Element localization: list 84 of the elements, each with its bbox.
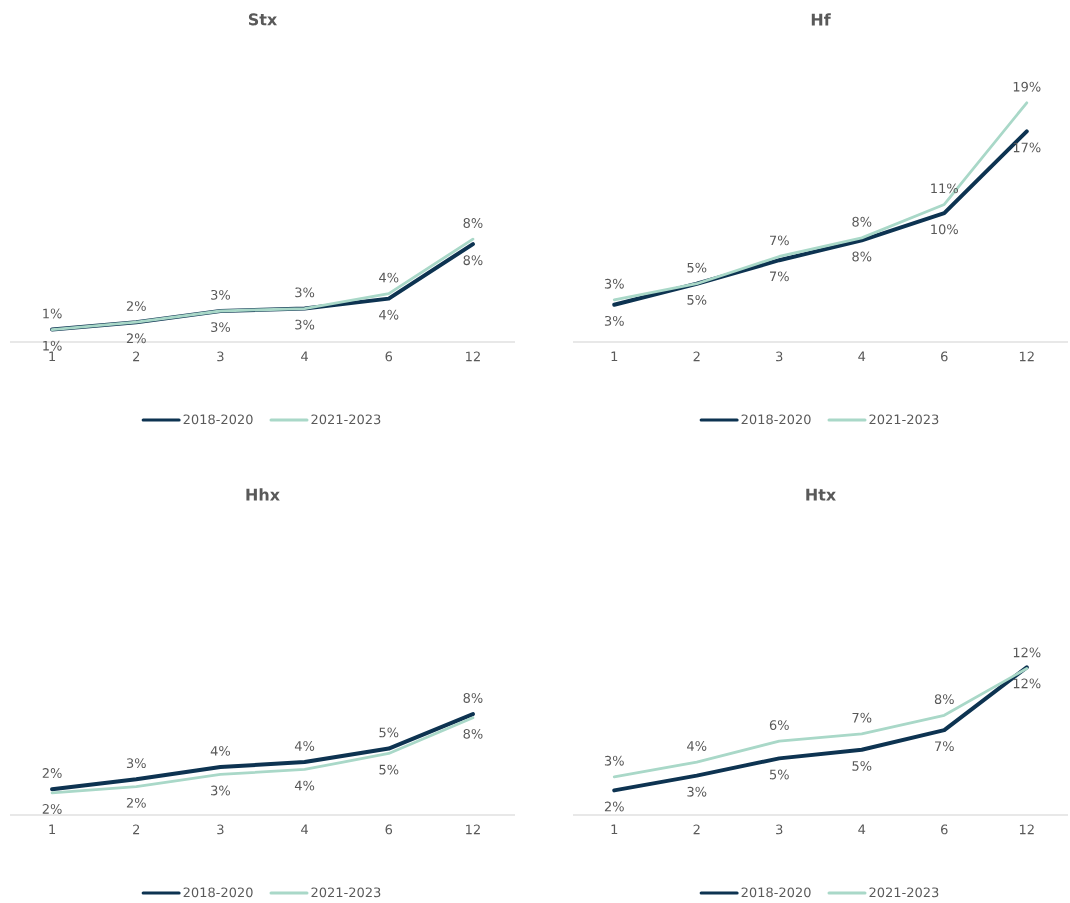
x-tick-label: 2 [693,824,700,835]
data-label: 8% [852,251,872,262]
data-label: 2% [126,301,146,312]
data-label: 8% [852,217,872,227]
x-tick-label: 4 [858,824,866,835]
data-label: 3% [295,319,315,330]
x-tick-label: 2 [133,824,140,835]
x-tick-label: 6 [941,351,948,362]
x-tick-label: 2 [693,351,700,362]
chart-title: Htx [806,489,836,501]
data-label: 4% [379,272,399,283]
x-tick-label: 3 [776,351,783,362]
data-label: 2% [604,801,624,812]
legend-label: 2018-2020 [183,414,253,425]
data-label: 5% [379,727,399,738]
data-label: 3% [604,279,624,289]
x-tick-label: 4 [858,351,866,362]
data-label: 8% [463,218,483,229]
data-label: 5% [852,761,872,772]
data-label: 19% [1013,82,1041,92]
legend-label: 2018-2020 [741,887,811,898]
data-label: 5% [687,262,707,273]
x-tick-label: 2 [133,351,140,362]
data-label: 2% [126,798,146,808]
data-label: 6% [769,720,789,731]
data-label: 8% [934,694,954,705]
data-label: 2% [42,768,62,779]
x-tick-label: 3 [776,824,783,835]
data-label: 5% [379,764,399,775]
data-label: 8% [463,255,483,266]
data-label: 7% [770,235,789,246]
x-tick-label: 6 [385,824,393,835]
x-tick-label: 3 [217,351,224,362]
data-label: 3% [604,756,624,766]
x-tick-label: 6 [385,351,393,362]
data-label: 4% [294,741,315,752]
data-label: 3% [687,787,707,797]
data-label: 7% [935,741,954,752]
x-tick-label: 12 [1019,351,1034,362]
data-label: 7% [852,712,872,723]
data-label: 12% [1013,647,1041,658]
data-label: 17% [1013,142,1041,153]
legend-label: 2021-2023 [311,414,381,425]
chart-title: Stx [248,13,277,26]
data-label: 4% [379,310,399,320]
legend-label: 2018-2020 [183,887,253,898]
data-label: 5% [769,769,789,780]
data-label: 4% [687,741,707,752]
data-label: 3% [126,758,146,769]
data-label: 5% [687,295,707,305]
x-tick-label: 6 [941,824,948,835]
data-label: 12% [1013,678,1041,689]
data-label: 3% [211,290,231,301]
data-label: 4% [294,780,315,791]
chart-title: Hhx [246,488,280,501]
legend-label: 2021-2023 [311,887,381,898]
x-tick-label: 12 [1019,824,1034,835]
data-label: 10% [931,224,958,235]
chart-title: Hf [811,13,831,26]
x-tick-label: 4 [301,824,308,835]
legend-label: 2021-2023 [869,887,939,898]
data-label: 3% [211,322,231,333]
data-label: 8% [463,693,483,704]
data-label: 2% [42,804,62,815]
data-label: 11% [931,183,958,194]
x-tick-label: 3 [217,824,224,835]
x-tick-label: 4 [301,351,308,362]
x-tick-label: 1 [611,824,618,835]
x-tick-label: 12 [466,824,480,835]
data-label: 3% [604,316,624,327]
legend-label: 2021-2023 [869,414,939,425]
data-label: 1% [43,308,62,319]
x-tick-label: 1 [49,824,56,835]
data-label: 4% [210,746,231,757]
x-tick-label: 1 [611,351,618,362]
x-tick-label: 1 [49,351,56,362]
legend-label: 2018-2020 [741,414,811,425]
data-label: 2% [126,333,146,344]
data-label: 7% [770,271,789,282]
data-label: 8% [463,729,483,740]
data-label: 1% [43,341,62,351]
data-label: 3% [295,287,315,298]
x-tick-label: 12 [466,351,480,362]
data-label: 3% [211,785,231,796]
